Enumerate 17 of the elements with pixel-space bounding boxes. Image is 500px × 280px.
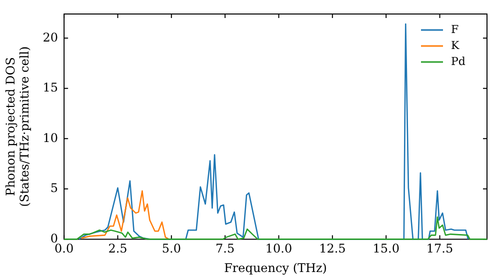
x-tick-label: 0.0 [54, 242, 74, 256]
y-tick-label: 20 [42, 30, 58, 44]
y-tick-label: 10 [42, 130, 58, 145]
legend-label: K [451, 38, 460, 52]
x-tick-label: 10.0 [265, 242, 292, 256]
x-axis-title: Frequency (THz) [224, 260, 327, 275]
y-tick-label: 15 [42, 80, 58, 95]
legend-label: Pd [451, 54, 466, 68]
y-axis-title: Phonon projected DOS (States/THz·primitive cell) [3, 46, 32, 207]
y-tick-label: 5 [50, 181, 58, 196]
legend-label: F [451, 22, 459, 36]
x-tick-label: 7.5 [216, 242, 235, 256]
x-tick-label: 12.5 [319, 242, 346, 256]
x-tick-label: 5.0 [162, 242, 181, 256]
x-tick-label: 17.5 [426, 242, 454, 256]
x-tick-label: 2.5 [108, 242, 128, 256]
x-tick-label: 15.0 [372, 242, 400, 256]
